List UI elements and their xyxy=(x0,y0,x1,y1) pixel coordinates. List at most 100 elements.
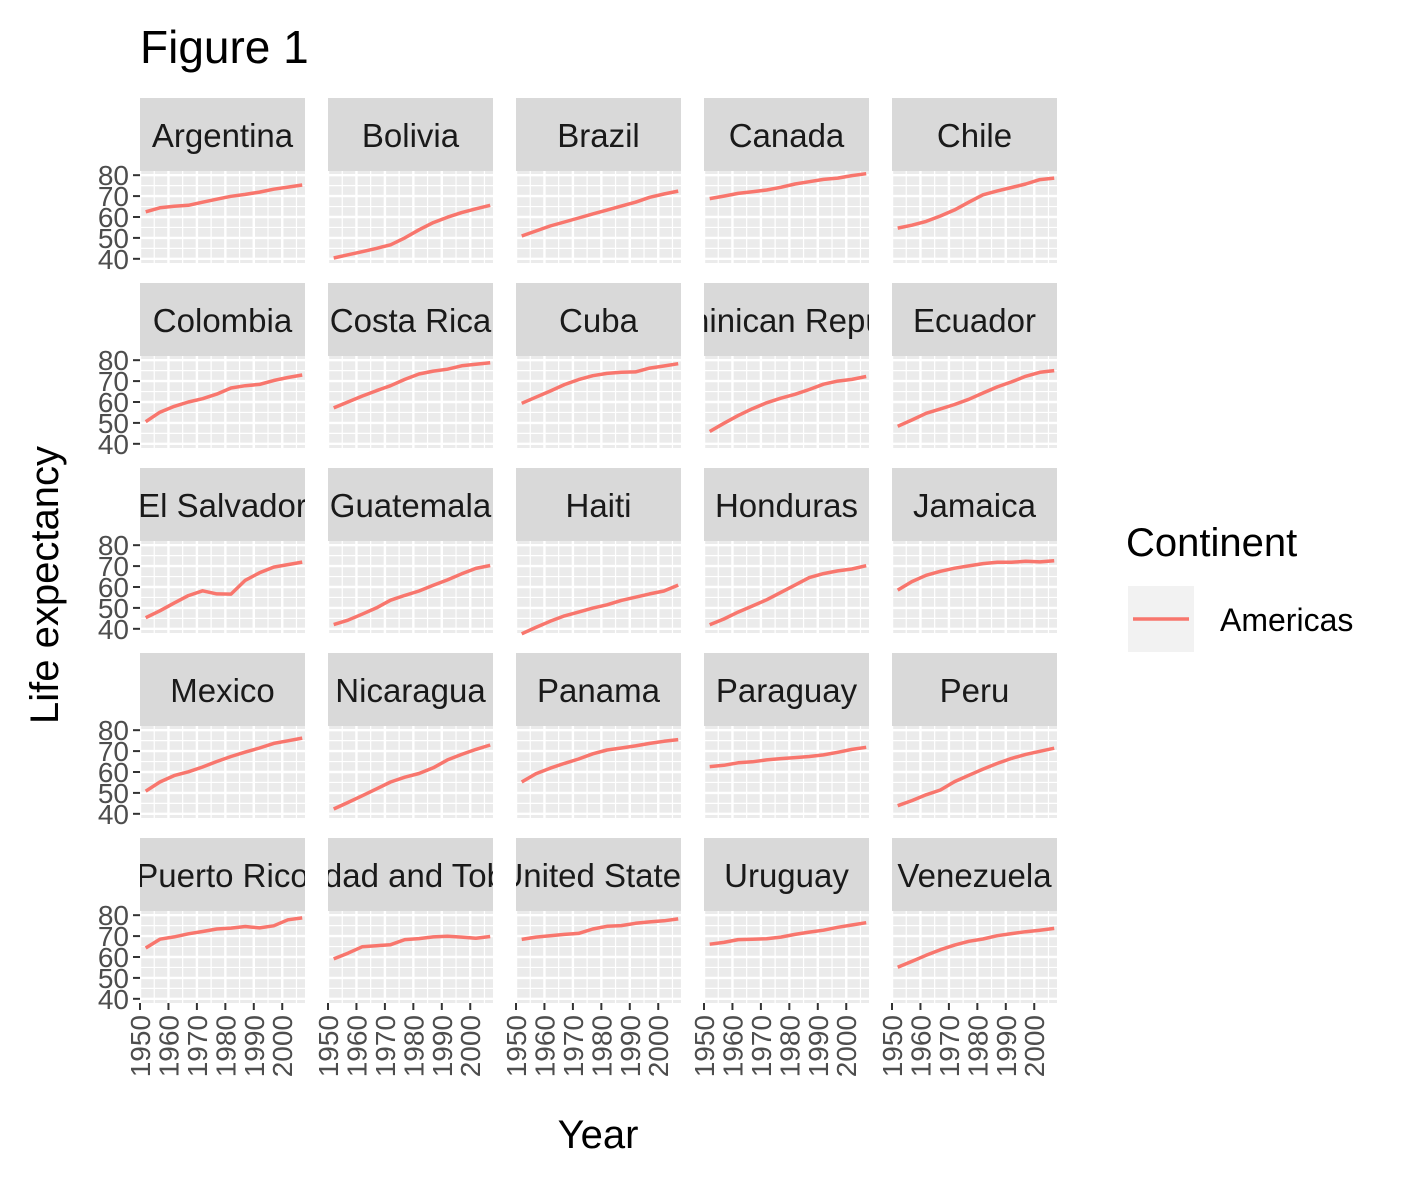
series-line-americas xyxy=(521,189,679,238)
facet-strip-label: Dominican Republic xyxy=(640,302,933,339)
facet-strip xyxy=(328,653,493,726)
facet-strip xyxy=(140,283,305,356)
facet-panel-guatemala: Guatemala xyxy=(326,468,493,633)
facet-strip-label: Venezuela xyxy=(897,857,1052,894)
facet-panel-bolivia: Bolivia xyxy=(326,98,493,263)
facet-strip xyxy=(704,838,869,911)
x-tick-label: 1970 xyxy=(182,1015,213,1077)
facet-strip-label: Canada xyxy=(729,117,845,154)
facet-panel-nicaragua: Nicaragua xyxy=(326,653,493,818)
facet-panel-jamaica: Jamaica xyxy=(890,468,1057,633)
facet-strip xyxy=(516,283,681,356)
series-line-americas xyxy=(333,203,491,260)
facet-panel-ecuador: Ecuador xyxy=(890,283,1057,448)
facet-strip-label: Argentina xyxy=(152,117,294,154)
series-line-americas xyxy=(521,917,679,942)
y-tick-label: 80 xyxy=(98,160,129,191)
x-tick-label: 2000 xyxy=(831,1015,862,1077)
facet-strip xyxy=(516,653,681,726)
y-tick-label: 60 xyxy=(98,757,129,788)
y-tick-label: 50 xyxy=(98,778,129,809)
series-line-americas xyxy=(896,368,1055,428)
y-tick-label: 50 xyxy=(98,963,129,994)
facet-strip-label: Colombia xyxy=(153,302,293,339)
facet-strip xyxy=(328,98,493,171)
facet-panel-haiti: Haiti xyxy=(514,468,681,636)
x-tick-label: 1980 xyxy=(962,1015,993,1077)
x-tick-label: 1950 xyxy=(125,1015,156,1077)
facet-strip-label: Trinidad and Tobago xyxy=(261,857,560,894)
y-tick-label: 70 xyxy=(98,921,129,952)
facet-strip-label: Bolivia xyxy=(362,117,460,154)
y-tick-label: 80 xyxy=(98,715,129,746)
y-tick-label: 40 xyxy=(98,614,129,645)
x-tick-label: 1970 xyxy=(558,1015,589,1077)
x-tick-label: 2000 xyxy=(643,1015,674,1077)
x-tick-label: 1980 xyxy=(210,1015,241,1077)
facet-panel-cuba: Cuba xyxy=(514,283,681,448)
facet-strip-label: Guatemala xyxy=(330,487,492,524)
facet-strip xyxy=(704,653,869,726)
legend-title: Continent xyxy=(1126,521,1297,565)
facet-strip-label: Jamaica xyxy=(913,487,1037,524)
facet-strip xyxy=(140,98,305,171)
x-tick-label: 1950 xyxy=(877,1015,908,1077)
series-line-americas xyxy=(897,926,1055,969)
facet-strip-label: Brazil xyxy=(557,117,640,154)
facet-strip xyxy=(892,98,1057,171)
facet-strip xyxy=(328,838,493,911)
x-tick-label: 1980 xyxy=(398,1015,429,1077)
series-line-americas xyxy=(144,560,303,620)
chart-title: Figure 1 xyxy=(140,21,309,73)
facet-panel-canada: Canada xyxy=(702,98,869,263)
series-line-americas xyxy=(333,563,491,627)
y-tick-label: 80 xyxy=(98,900,129,931)
y-tick-label: 70 xyxy=(98,366,129,397)
facet-panel-costa-rica: Costa Rica xyxy=(326,283,493,448)
y-tick-label: 80 xyxy=(98,345,129,376)
y-tick-label: 60 xyxy=(98,202,129,233)
facet-strip-label: Mexico xyxy=(170,672,275,709)
facet-strip-label: Haiti xyxy=(565,487,631,524)
facet-strip xyxy=(892,283,1057,356)
facet-strip-label: Panama xyxy=(537,672,661,709)
series-line-americas xyxy=(897,746,1055,808)
series-line-americas xyxy=(709,920,867,946)
x-tick-label: 2000 xyxy=(267,1015,298,1077)
x-tick-label: 1950 xyxy=(501,1015,532,1077)
y-tick-label: 40 xyxy=(98,244,129,275)
facet-strip xyxy=(892,653,1057,726)
x-tick-label: 1980 xyxy=(774,1015,805,1077)
facet-strip xyxy=(516,468,681,541)
series-line-americas xyxy=(333,360,491,410)
facet-strip xyxy=(892,838,1057,911)
x-tick-label: 1960 xyxy=(905,1015,936,1077)
x-tick-label: 2000 xyxy=(1019,1015,1050,1077)
y-tick-label: 60 xyxy=(98,387,129,418)
facet-strip xyxy=(704,283,869,356)
facet-strip-label: Nicaragua xyxy=(335,672,486,709)
facet-panel-paraguay: Paraguay xyxy=(702,653,869,818)
facet-strip xyxy=(704,98,869,171)
x-tick-label: 1960 xyxy=(153,1015,184,1077)
x-tick-label: 1960 xyxy=(341,1015,372,1077)
facet-strip-label: Paraguay xyxy=(716,672,858,709)
y-tick-label: 80 xyxy=(98,530,129,561)
series-line-americas xyxy=(144,736,303,793)
facet-strip-label: Puerto Rico xyxy=(136,857,308,894)
x-tick-label: 1970 xyxy=(934,1015,965,1077)
series-line-americas xyxy=(145,183,303,214)
series-line-americas xyxy=(520,583,679,636)
facet-strip-label: Honduras xyxy=(715,487,858,524)
series-line-americas xyxy=(709,745,867,769)
y-axis-title: Life expectancy xyxy=(23,446,67,724)
